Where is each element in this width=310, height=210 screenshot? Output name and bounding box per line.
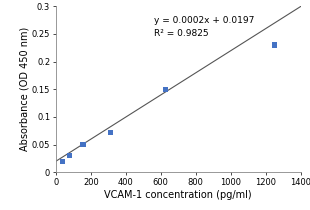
Text: R² = 0.9825: R² = 0.9825 (154, 29, 208, 38)
Point (163, 88, 168, 91)
Point (81, 143, 86, 146)
Point (67, 154, 72, 157)
Point (108, 131, 113, 134)
Y-axis label: Absorbance (OD 450 nm): Absorbance (OD 450 nm) (19, 27, 29, 151)
Point (272, 43, 277, 47)
X-axis label: VCAM-1 concentration (pg/ml): VCAM-1 concentration (pg/ml) (104, 190, 252, 199)
Text: y = 0.0002x + 0.0197: y = 0.0002x + 0.0197 (154, 16, 254, 25)
Point (60, 159, 65, 163)
